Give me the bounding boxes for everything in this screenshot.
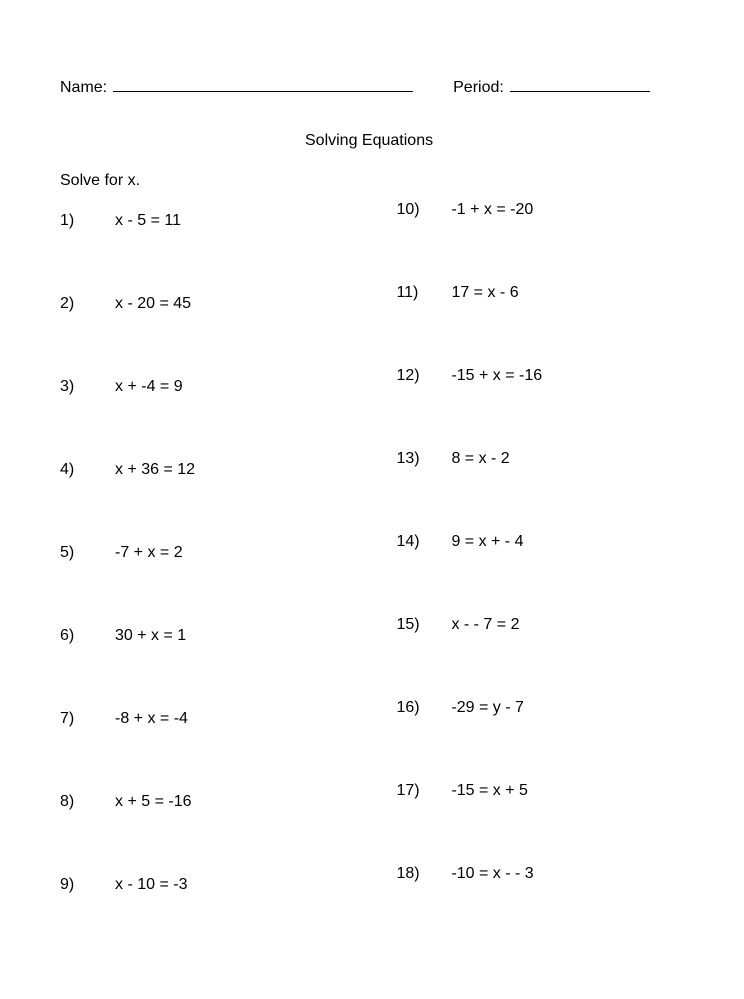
problem-row: 3) x + -4 = 9 bbox=[60, 378, 396, 461]
problem-row: 16) -29 = y - 7 bbox=[396, 699, 689, 782]
problem-equation: 8 = x - 2 bbox=[451, 450, 689, 533]
problem-number: 16) bbox=[396, 699, 451, 782]
problem-equation: -10 = x - - 3 bbox=[451, 865, 689, 948]
period-input-line[interactable] bbox=[510, 75, 650, 92]
period-label: Period: bbox=[453, 79, 504, 97]
problem-row: 13) 8 = x - 2 bbox=[396, 450, 689, 533]
problem-number: 12) bbox=[396, 367, 451, 450]
problem-equation: -29 = y - 7 bbox=[451, 699, 689, 782]
problems-column-left: 1) x - 5 = 11 2) x - 20 = 45 3) x + -4 =… bbox=[60, 198, 396, 959]
problem-row: 17) -15 = x + 5 bbox=[396, 782, 689, 865]
problem-number: 4) bbox=[60, 461, 115, 544]
problem-equation: 17 = x - 6 bbox=[451, 284, 689, 367]
problem-row: 10) -1 + x = -20 bbox=[396, 201, 689, 284]
name-input-line[interactable] bbox=[113, 75, 413, 92]
problem-equation: 9 = x + - 4 bbox=[451, 533, 689, 616]
problem-number: 11) bbox=[396, 284, 451, 367]
problem-number: 3) bbox=[60, 378, 115, 461]
problem-equation: 30 + x = 1 bbox=[115, 627, 396, 710]
problem-row: 9) x - 10 = -3 bbox=[60, 876, 396, 959]
problem-row: 11) 17 = x - 6 bbox=[396, 284, 689, 367]
title-row: Solving Equations bbox=[60, 132, 689, 162]
problem-number: 9) bbox=[60, 876, 115, 959]
problem-equation: x - 20 = 45 bbox=[115, 295, 396, 378]
problem-row: 12) -15 + x = -16 bbox=[396, 367, 689, 450]
header-row: Name: Period: bbox=[60, 75, 689, 97]
problem-row: 18) -10 = x - - 3 bbox=[396, 865, 689, 948]
problem-row: 4) x + 36 = 12 bbox=[60, 461, 396, 544]
problem-equation: x - - 7 = 2 bbox=[451, 616, 689, 699]
problem-equation: -15 + x = -16 bbox=[451, 367, 689, 450]
problem-number: 15) bbox=[396, 616, 451, 699]
problem-number: 8) bbox=[60, 793, 115, 876]
problem-equation: x + 36 = 12 bbox=[115, 461, 396, 544]
problem-equation: -15 = x + 5 bbox=[451, 782, 689, 865]
problem-row: 7) -8 + x = -4 bbox=[60, 710, 396, 793]
problem-equation: -8 + x = -4 bbox=[115, 710, 396, 793]
problem-number: 2) bbox=[60, 295, 115, 378]
instructions: Solve for x. bbox=[60, 172, 689, 190]
problem-row: 1) x - 5 = 11 bbox=[60, 212, 396, 295]
problem-equation: x + -4 = 9 bbox=[115, 378, 396, 461]
problem-number: 13) bbox=[396, 450, 451, 533]
problem-equation: x - 5 = 11 bbox=[115, 212, 396, 295]
problem-row: 6) 30 + x = 1 bbox=[60, 627, 396, 710]
problem-equation: x - 10 = -3 bbox=[115, 876, 396, 959]
problem-row: 8) x + 5 = -16 bbox=[60, 793, 396, 876]
problem-row: 14) 9 = x + - 4 bbox=[396, 533, 689, 616]
problems-container: 1) x - 5 = 11 2) x - 20 = 45 3) x + -4 =… bbox=[60, 198, 689, 959]
worksheet-page: Name: Period: Solving Equations Solve fo… bbox=[0, 0, 744, 999]
problem-number: 18) bbox=[396, 865, 451, 948]
problem-equation: -1 + x = -20 bbox=[451, 201, 689, 284]
name-label: Name: bbox=[60, 79, 107, 97]
problem-number: 7) bbox=[60, 710, 115, 793]
problem-number: 1) bbox=[60, 212, 115, 295]
problem-number: 6) bbox=[60, 627, 115, 710]
problems-column-right: 10) -1 + x = -20 11) 17 = x - 6 12) -15 … bbox=[396, 198, 689, 959]
problem-number: 14) bbox=[396, 533, 451, 616]
problem-row: 2) x - 20 = 45 bbox=[60, 295, 396, 378]
worksheet-title: Solving Equations bbox=[305, 132, 433, 150]
problem-row: 5) -7 + x = 2 bbox=[60, 544, 396, 627]
problem-equation: -7 + x = 2 bbox=[115, 544, 396, 627]
problem-number: 17) bbox=[396, 782, 451, 865]
problem-number: 10) bbox=[396, 201, 451, 284]
problem-row: 15) x - - 7 = 2 bbox=[396, 616, 689, 699]
problem-number: 5) bbox=[60, 544, 115, 627]
problem-equation: x + 5 = -16 bbox=[115, 793, 396, 876]
